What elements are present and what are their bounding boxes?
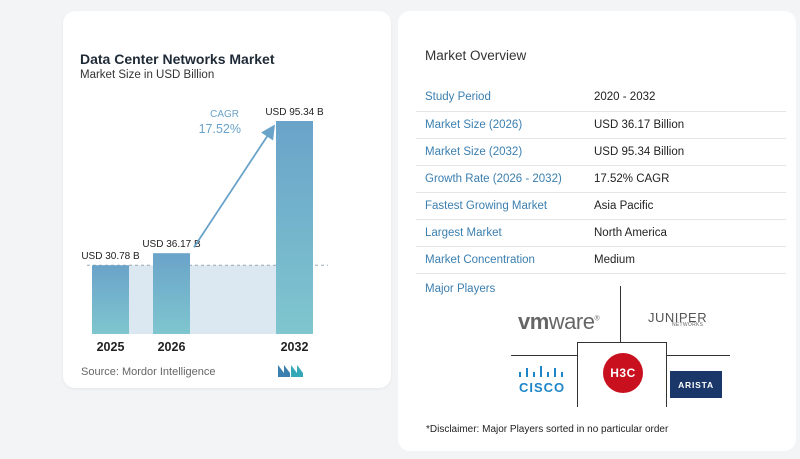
overview-key: Study Period xyxy=(416,84,586,112)
players-divider xyxy=(666,355,730,356)
cagr-value: 17.52% xyxy=(199,122,241,136)
overview-key: Market Size (2032) xyxy=(416,138,586,166)
overview-value: USD 36.17 Billion xyxy=(586,111,786,139)
juniper-logo: JUNIPER xyxy=(648,310,708,325)
players-divider xyxy=(577,342,667,343)
chart-subtitle: Market Size in USD Billion xyxy=(80,69,215,81)
overview-row: Fastest Growing Market Asia Pacific xyxy=(416,192,786,220)
overview-title: Market Overview xyxy=(425,48,527,63)
overview-row: Study Period 2020 - 2032 xyxy=(416,84,786,112)
overview-value: Asia Pacific xyxy=(586,192,786,220)
category-label-2026: 2026 xyxy=(158,340,186,354)
overview-key: Growth Rate (2026 - 2032) xyxy=(416,165,586,193)
juniper-logo-subtext: NETWORKS xyxy=(672,322,704,328)
cagr-label: CAGR xyxy=(210,109,239,120)
overview-value: USD 95.34 Billion xyxy=(586,138,786,166)
players-divider xyxy=(620,286,621,342)
overview-table: Study Period 2020 - 2032 Market Size (2026… xyxy=(416,84,786,274)
overview-row: Market Concentration Medium xyxy=(416,246,786,274)
overview-value: 2020 - 2032 xyxy=(586,84,786,112)
overview-value: North America xyxy=(586,219,786,247)
cagr-arrow xyxy=(193,124,275,248)
players-divider xyxy=(666,342,667,407)
overview-key: Market Concentration xyxy=(416,246,586,274)
players-divider xyxy=(511,355,577,356)
data-label-2032: USD 95.34 B xyxy=(265,107,324,118)
arista-logo: ARISTA xyxy=(670,371,722,398)
category-label-2025: 2025 xyxy=(97,340,125,354)
chart-title: Data Center Networks Market xyxy=(80,51,275,67)
source-note: Source: Mordor Intelligence xyxy=(81,366,216,378)
overview-key: Largest Market xyxy=(416,219,586,247)
data-label-2026: USD 36.17 B xyxy=(142,239,201,250)
bar-2026 xyxy=(153,253,190,334)
data-label-2025: USD 30.78 B xyxy=(81,251,140,262)
overview-value: 17.52% CAGR xyxy=(586,165,786,193)
mordor-intelligence-logo-icon xyxy=(278,365,303,377)
overview-key: Fastest Growing Market xyxy=(416,192,586,220)
vmware-logo: vmware® xyxy=(518,309,600,334)
disclaimer: *Disclaimer: Major Players sorted in no … xyxy=(426,424,669,435)
bar-2032 xyxy=(276,121,313,334)
overview-row: Growth Rate (2026 - 2032) 17.52% CAGR xyxy=(416,165,786,193)
cisco-logo: CISCO xyxy=(519,380,566,395)
overview-key: Market Size (2026) xyxy=(416,111,586,139)
bar-2025 xyxy=(92,265,129,334)
category-label-2032: 2032 xyxy=(281,340,309,354)
overview-row: Market Size (2026) USD 36.17 Billion xyxy=(416,111,786,139)
players-divider xyxy=(577,342,578,407)
overview-value: Medium xyxy=(586,246,786,274)
h3c-logo: H3C xyxy=(603,353,643,393)
overview-row: Market Size (2032) USD 95.34 Billion xyxy=(416,138,786,166)
bar-chart: USD 30.78 B 2025 USD 36.17 B 2026 USD 95.34 … xyxy=(81,107,328,354)
major-players-title: Major Players xyxy=(425,283,496,295)
cisco-bars-icon xyxy=(519,366,563,377)
overview-row: Largest Market North America xyxy=(416,219,786,247)
